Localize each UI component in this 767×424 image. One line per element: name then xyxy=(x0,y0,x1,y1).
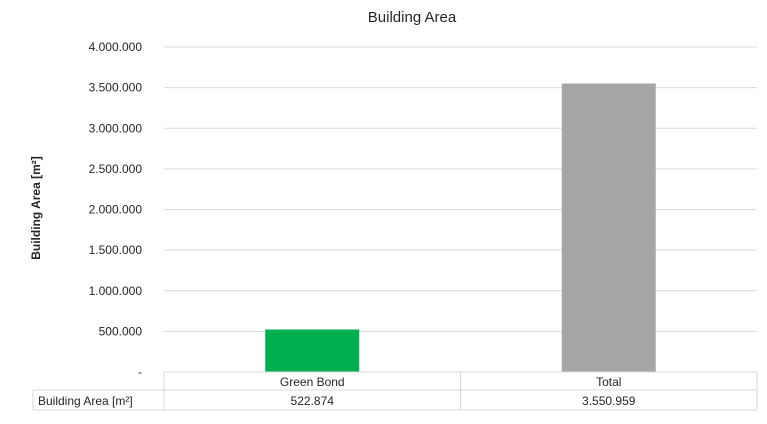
y-tick-label: 2.000.000 xyxy=(89,203,143,217)
x-category-label: Green Bond xyxy=(280,375,345,389)
y-tick-labels: - 500.000 1.000.000 1.500.000 2.000.000 2.500… xyxy=(89,40,143,379)
data-table: Green Bond Total Building Area [m²] 522.874… xyxy=(32,371,758,411)
x-category-label: Total xyxy=(596,375,621,389)
y-axis-label: Building Area [m²] xyxy=(29,156,43,260)
bar xyxy=(561,83,656,372)
y-tick-label: 1.500.000 xyxy=(89,243,143,257)
bars xyxy=(265,83,656,372)
chart-title: Building Area xyxy=(368,9,457,26)
y-tick-label: 4.000.000 xyxy=(89,40,143,54)
y-tick-label: - xyxy=(138,365,142,379)
data-value-label: 3.550.959 xyxy=(582,394,636,408)
table-row-header: Building Area [m²] xyxy=(38,394,133,408)
y-tick-label: 1.000.000 xyxy=(89,284,143,298)
y-tick-label: 500.000 xyxy=(99,324,143,338)
data-value-label: 522.874 xyxy=(291,394,335,408)
gridlines xyxy=(164,46,757,332)
bar xyxy=(265,329,360,372)
y-tick-label: 3.000.000 xyxy=(89,121,143,135)
y-tick-label: 2.500.000 xyxy=(89,162,143,176)
y-tick-label: 3.500.000 xyxy=(89,81,143,95)
